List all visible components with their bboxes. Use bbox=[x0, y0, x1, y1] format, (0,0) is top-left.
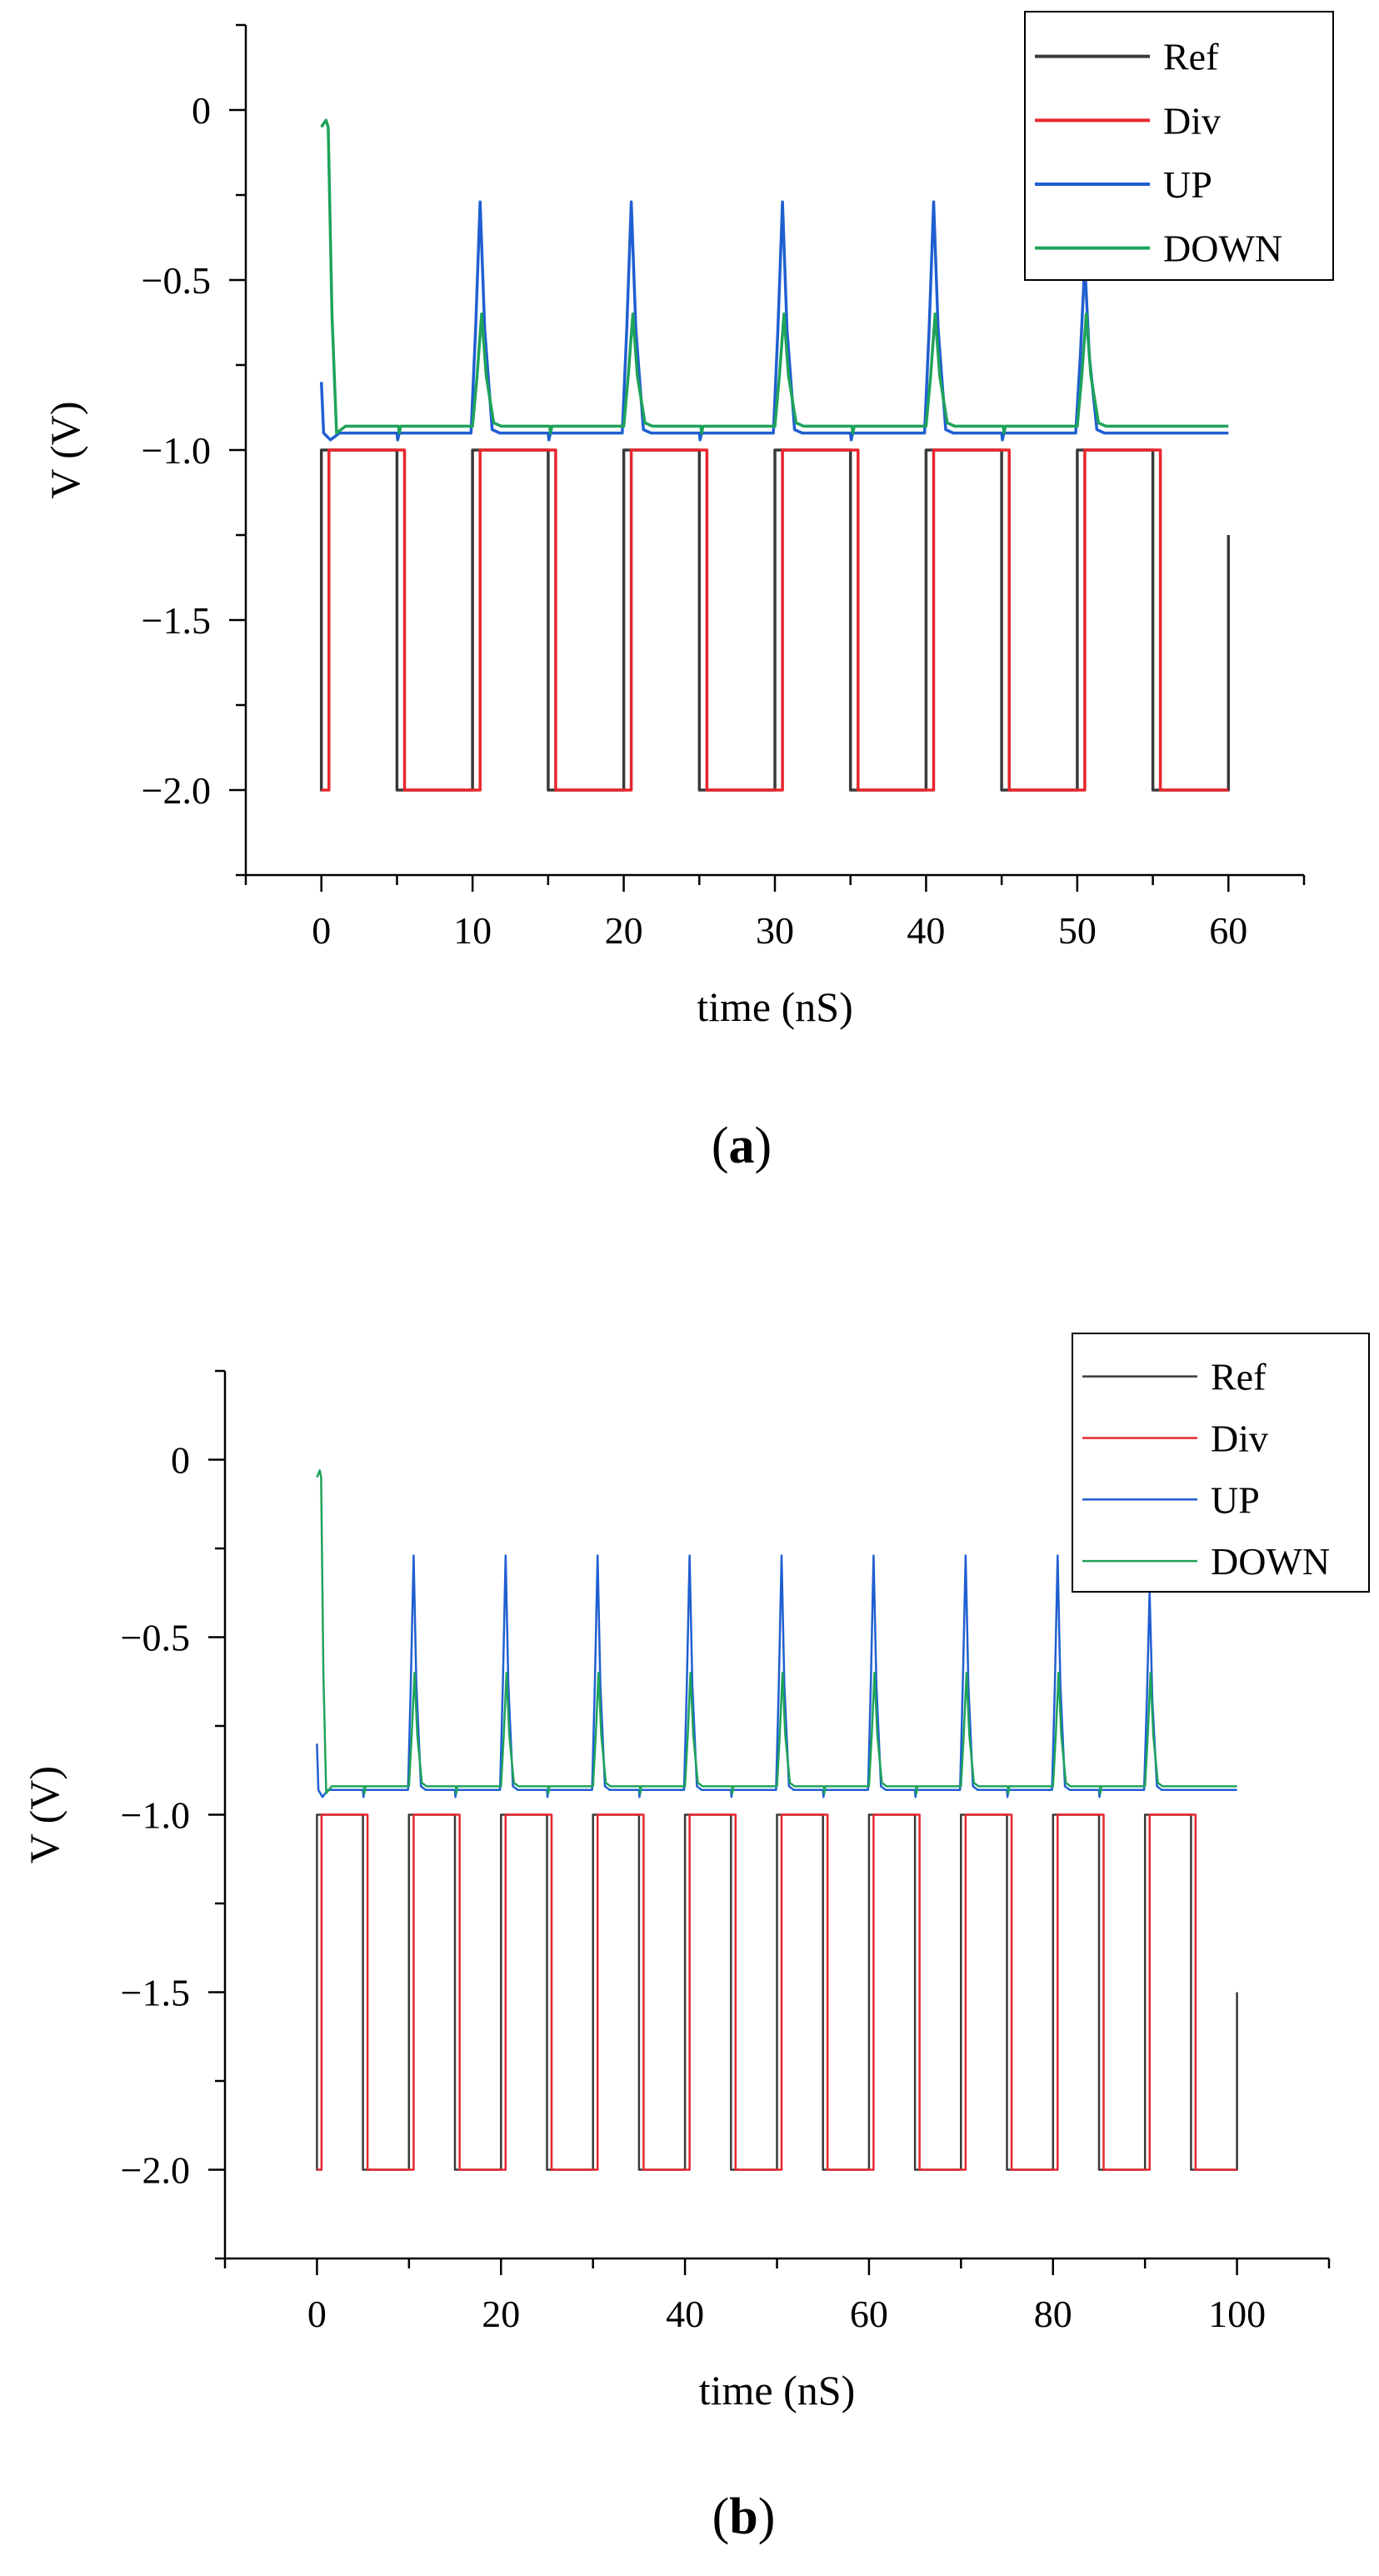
caption-open-paren: ( bbox=[712, 1118, 729, 1174]
y-tick-label: −0.5 bbox=[121, 1617, 190, 1659]
y-tick-label: 0 bbox=[192, 89, 211, 132]
y-tick-label: 0 bbox=[171, 1439, 190, 1482]
x-tick-label: 40 bbox=[907, 909, 945, 952]
chart-panel-a: 0 10 20 30 40 50 60 0 −0.5 −1.0 −1.5 −2.0 time (nS) V… bbox=[42, 11, 1334, 1174]
series-line-down bbox=[316, 1469, 1237, 1795]
x-tick-label: 40 bbox=[666, 2293, 704, 2335]
x-tick-label: 60 bbox=[850, 2293, 888, 2335]
x-tick-label: 10 bbox=[453, 909, 492, 952]
y-tick-label: −2.0 bbox=[142, 769, 211, 812]
legend-label-div: Div bbox=[1163, 99, 1221, 142]
x-tick-label: 50 bbox=[1058, 909, 1097, 952]
x-tick-label: 100 bbox=[1208, 2293, 1266, 2335]
y-tick-label: −1.0 bbox=[142, 429, 211, 472]
series-line-div bbox=[317, 1813, 1237, 2171]
y-tick-label: −0.5 bbox=[142, 259, 211, 302]
chart-panel-b: 0 20 40 60 80 100 0 −0.5 −1.0 −1.5 −2.0 time (nS) V … bbox=[21, 1333, 1370, 2545]
x-axis-label: time (nS) bbox=[697, 983, 852, 1030]
caption-letter: a bbox=[729, 1118, 755, 1174]
x-axis-label: time (nS) bbox=[699, 2367, 855, 2413]
x-tick-label: 60 bbox=[1209, 909, 1247, 952]
legend-label-down: DOWN bbox=[1163, 228, 1282, 270]
legend-label-up: UP bbox=[1211, 1478, 1260, 1521]
legend-label-up: UP bbox=[1163, 163, 1212, 206]
series-line-up bbox=[316, 1554, 1237, 1798]
y-tick-label: −1.0 bbox=[121, 1794, 190, 1837]
legend-label-ref: Ref bbox=[1211, 1356, 1267, 1398]
series-line-div bbox=[321, 448, 1229, 792]
panel-caption: (b) bbox=[712, 2488, 776, 2545]
legend: Ref Div UP DOWN bbox=[1072, 1333, 1370, 1593]
x-tick-label: 20 bbox=[605, 909, 643, 952]
caption-open-paren: ( bbox=[712, 2488, 730, 2545]
panel-caption: (a) bbox=[712, 1118, 772, 1174]
x-tick-label: 0 bbox=[307, 2293, 327, 2335]
legend: Ref Div UP DOWN bbox=[1024, 11, 1334, 281]
legend-label-down: DOWN bbox=[1211, 1540, 1330, 1583]
caption-letter: b bbox=[729, 2488, 757, 2545]
y-tick-label: −1.5 bbox=[121, 1972, 190, 2014]
caption-close-paren: ) bbox=[758, 2488, 776, 2545]
y-tick-label: −1.5 bbox=[142, 599, 211, 642]
y-axis-label: V (V) bbox=[42, 401, 88, 498]
caption-close-paren: ) bbox=[755, 1118, 772, 1174]
x-tick-label: 0 bbox=[312, 909, 331, 952]
x-tick-label: 30 bbox=[756, 909, 794, 952]
series-line-down bbox=[320, 118, 1229, 435]
x-tick-label: 80 bbox=[1034, 2293, 1072, 2335]
legend-label-div: Div bbox=[1211, 1417, 1268, 1459]
legend-label-ref: Ref bbox=[1163, 36, 1219, 78]
x-tick-label: 20 bbox=[482, 2293, 520, 2335]
series-line-ref bbox=[316, 1813, 1238, 2171]
series-line-ref bbox=[319, 448, 1231, 792]
y-axis-label: V (V) bbox=[21, 1766, 67, 1863]
y-tick-label: −2.0 bbox=[121, 2149, 190, 2192]
series-line-up bbox=[319, 200, 1229, 442]
